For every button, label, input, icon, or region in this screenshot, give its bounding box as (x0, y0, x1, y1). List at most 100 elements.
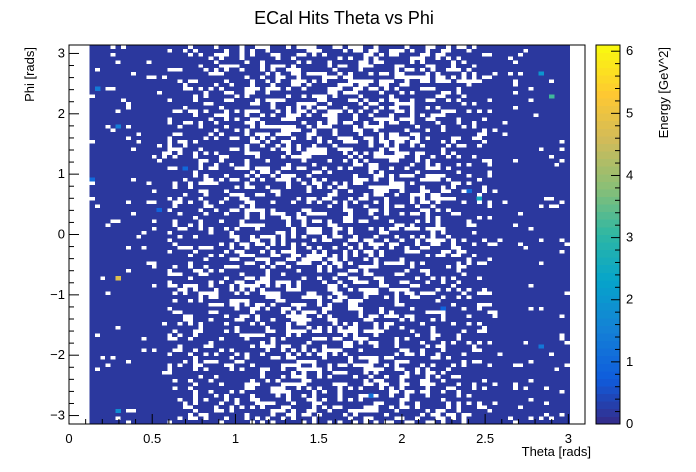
heatmap-cell (321, 117, 328, 122)
heatmap-cell (105, 56, 111, 61)
heatmap-cell (151, 117, 158, 122)
heatmap-cell (94, 370, 101, 376)
heatmap-cell (275, 257, 281, 262)
heatmap-cell (228, 124, 235, 129)
heatmap-cell (234, 272, 240, 277)
heatmap-cell (363, 389, 369, 394)
heatmap-cell (203, 215, 209, 220)
heatmap-cell (363, 234, 369, 239)
heatmap-cell (161, 234, 168, 239)
heatmap-cell (440, 170, 446, 175)
heatmap-cell (435, 276, 441, 281)
heatmap-cell (192, 291, 199, 296)
heatmap-cell (440, 272, 446, 277)
heatmap-cell (265, 310, 271, 315)
heatmap-cell (156, 109, 163, 114)
heatmap-cell (228, 340, 235, 345)
heatmap-cell (89, 151, 96, 156)
heatmap-cell (316, 60, 323, 65)
heatmap-cell (430, 124, 436, 129)
heatmap-cell (161, 124, 168, 129)
heatmap-cell (270, 348, 276, 353)
heatmap-cell (290, 291, 297, 296)
heatmap-cell (213, 189, 219, 194)
heatmap-cell (435, 302, 441, 307)
heatmap-cell (244, 192, 250, 197)
heatmap-cell (306, 374, 312, 379)
heatmap-cell (388, 382, 395, 387)
heatmap-cell (146, 397, 152, 402)
heatmap-cell (404, 317, 410, 322)
heatmap-cell (373, 412, 379, 417)
heatmap-cell (146, 408, 152, 413)
heatmap-cell (198, 98, 204, 103)
heatmap-cell (99, 287, 106, 292)
heatmap-cell (337, 374, 343, 379)
heatmap-cell (347, 405, 354, 410)
heatmap-cell (394, 113, 400, 118)
heatmap-cell (208, 351, 214, 357)
heatmap-cell (290, 189, 297, 194)
heatmap-cell (198, 351, 204, 357)
heatmap-cell (414, 245, 421, 250)
heatmap-cell (404, 295, 410, 300)
heatmap-cell (296, 132, 302, 137)
heatmap-cell (265, 219, 271, 224)
heatmap-cell (99, 143, 106, 148)
heatmap-cell (156, 67, 163, 72)
heatmap-cell (228, 336, 235, 341)
heatmap-cell (192, 253, 199, 258)
heatmap-cell (357, 223, 364, 228)
heatmap-cell (249, 242, 256, 247)
heatmap-cell (332, 56, 338, 61)
heatmap-cell (265, 63, 271, 69)
heatmap-cell (110, 82, 116, 87)
heatmap-cell (254, 374, 261, 379)
heatmap-cell (301, 226, 307, 232)
heatmap-cell (378, 207, 385, 213)
heatmap-cell (265, 253, 271, 258)
heatmap-cell (115, 268, 121, 273)
heatmap-cell (399, 298, 405, 304)
heatmap-cell (120, 325, 127, 330)
heatmap-cell (161, 325, 168, 330)
heatmap-cell (419, 310, 426, 315)
heatmap-cell (383, 359, 390, 364)
heatmap-cell (203, 408, 209, 413)
heatmap-cell (383, 226, 390, 232)
heatmap-cell (373, 219, 379, 224)
heatmap-cell (141, 261, 147, 266)
heatmap-cell (167, 94, 173, 99)
heatmap-cell (419, 135, 426, 141)
heatmap-cell (99, 63, 106, 69)
heatmap-cell (110, 393, 116, 398)
heatmap-cell (327, 226, 333, 232)
heatmap-cell (94, 401, 101, 406)
heatmap-cell (388, 416, 395, 421)
heatmap-cell (94, 211, 101, 216)
heatmap-cell (399, 283, 405, 288)
heatmap-cell (296, 393, 302, 398)
heatmap-cell (419, 317, 426, 322)
heatmap-cell (347, 185, 354, 190)
heatmap-cell (161, 397, 168, 402)
heatmap-cell (115, 287, 121, 292)
heatmap-cell (115, 79, 121, 84)
heatmap-cell (368, 321, 374, 326)
heatmap-cell (115, 298, 121, 304)
heatmap-cell (239, 340, 245, 345)
heatmap-cell (290, 351, 297, 357)
heatmap-cell (151, 86, 158, 91)
heatmap-cell (270, 405, 276, 410)
heatmap-cell (151, 420, 158, 425)
heatmap-cell (409, 242, 416, 247)
heatmap-cell (332, 367, 338, 372)
heatmap-cell (167, 234, 173, 239)
heatmap-cell (301, 192, 307, 197)
heatmap-cell (110, 75, 116, 80)
heatmap-cell (244, 348, 250, 353)
heatmap-cell (136, 382, 142, 387)
heatmap-cell (167, 378, 173, 383)
heatmap-cell (125, 173, 132, 178)
heatmap-cell (136, 226, 142, 232)
